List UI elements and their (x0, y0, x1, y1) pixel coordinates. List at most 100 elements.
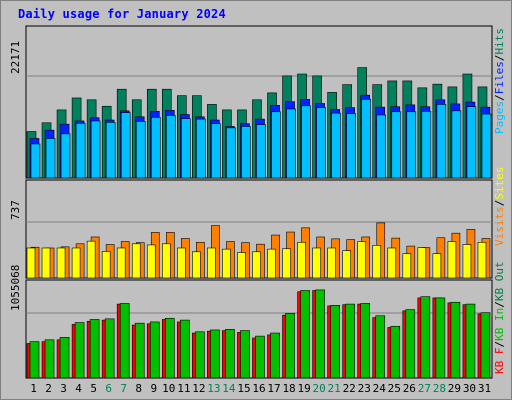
visits-bar-19 (297, 241, 306, 279)
pages-bar-7 (120, 112, 131, 179)
day-label-16: 16 (252, 382, 265, 395)
kb-in-bar-24 (375, 315, 386, 379)
legend-hits-files-pages-part-1: / (493, 94, 506, 101)
visits-bar-1 (26, 247, 36, 279)
pages-bar-27 (421, 110, 432, 179)
visits-bar-26 (402, 253, 412, 279)
visits-bar-13 (207, 247, 216, 279)
day-label-8: 8 (135, 382, 142, 395)
pages-bar-1 (30, 143, 41, 179)
legend-visits-sites-part-2: Sites (493, 167, 506, 200)
pages-bar-5 (90, 120, 101, 179)
day-label-31: 31 (478, 382, 491, 395)
day-label-28: 28 (433, 382, 446, 395)
day-label-3: 3 (60, 382, 67, 395)
day-label-10: 10 (162, 382, 175, 395)
kb-in-bar-30 (465, 303, 476, 379)
legend-kb-part-4: KB Out (493, 261, 506, 301)
pages-bar-22 (346, 113, 356, 179)
visits-bar-9 (146, 244, 156, 279)
visits-bar-27 (417, 247, 427, 279)
pages-bar-12 (196, 118, 206, 179)
kb-in-bar-2 (44, 339, 55, 379)
visits-bar-21 (327, 247, 336, 279)
visits-bar-29 (447, 241, 457, 279)
kb-in-bar-3 (59, 337, 70, 379)
pages-bar-29 (451, 110, 462, 179)
visits-bar-6 (101, 251, 111, 279)
visits-bar-25 (387, 247, 397, 279)
pages-bar-3 (60, 133, 71, 179)
kb-in-bar-27 (420, 296, 431, 379)
pages-bar-10 (165, 115, 176, 179)
day-label-5: 5 (90, 382, 97, 395)
kb-in-bar-15 (240, 330, 250, 379)
day-label-23: 23 (358, 382, 371, 395)
legend-visits-sites: Visits/Sites (493, 167, 506, 247)
chart-title: Daily usage for January 2024 (18, 7, 226, 21)
visits-bar-4 (71, 247, 81, 279)
pages-bar-16 (256, 124, 266, 179)
visits-bar-23 (357, 241, 367, 279)
day-label-26: 26 (403, 382, 416, 395)
legend-hits-files-pages: Pages/Files/Hits (493, 28, 506, 134)
visits-bar-11 (177, 247, 186, 279)
kb-in-bar-21 (330, 305, 340, 379)
day-label-2: 2 (45, 382, 52, 395)
pages-bar-21 (331, 112, 341, 179)
legend-hits-files-pages-part-2: Files (493, 61, 506, 94)
visits-bar-10 (161, 243, 171, 279)
pages-bar-30 (466, 106, 477, 179)
visits-bar-16 (252, 251, 261, 279)
day-label-25: 25 (388, 382, 401, 395)
pages-bar-4 (75, 122, 86, 179)
day-label-29: 29 (448, 382, 461, 395)
pages-bar-18 (286, 108, 296, 179)
pages-bar-15 (241, 126, 251, 179)
day-label-24: 24 (373, 382, 387, 395)
kb-in-bar-20 (315, 289, 325, 379)
ytick-hits: 22171 (9, 41, 22, 74)
kb-in-bar-4 (74, 322, 85, 379)
pages-bar-19 (301, 105, 311, 179)
visits-bar-31 (477, 241, 487, 279)
visits-bar-8 (131, 243, 141, 279)
kb-in-bar-23 (360, 303, 371, 379)
day-label-1: 1 (30, 382, 37, 395)
kb-in-bar-19 (300, 290, 310, 379)
day-label-14: 14 (222, 382, 236, 395)
pages-bar-14 (226, 127, 236, 179)
day-label-7: 7 (120, 382, 127, 395)
visits-bar-15 (237, 252, 246, 279)
kb-in-bar-25 (390, 325, 401, 379)
day-label-30: 30 (463, 382, 476, 395)
kb-in-bar-12 (195, 331, 205, 379)
legend-visits-sites-part-0: Visits (493, 206, 506, 246)
pages-bar-31 (481, 113, 492, 179)
pages-bar-17 (271, 111, 281, 179)
kb-in-bar-29 (450, 301, 461, 379)
day-label-12: 12 (192, 382, 205, 395)
kb-in-bar-16 (255, 335, 265, 379)
kb-in-bar-14 (225, 329, 235, 379)
visits-bar-7 (116, 247, 126, 279)
ytick-kb: 1055068 (9, 265, 22, 311)
day-label-21: 21 (328, 382, 341, 395)
day-label-18: 18 (282, 382, 295, 395)
day-label-9: 9 (150, 382, 157, 395)
kb-in-bar-7 (119, 303, 130, 379)
kb-in-bar-18 (285, 313, 295, 379)
pages-bar-23 (361, 99, 372, 179)
day-label-13: 13 (207, 382, 220, 395)
day-label-4: 4 (75, 382, 82, 395)
legend-kb-part-3: / (493, 301, 506, 308)
kb-in-bar-1 (29, 341, 40, 379)
ytick-visits: 737 (9, 200, 22, 220)
kb-in-bar-6 (104, 318, 115, 379)
labels: 221717371055068Pages/Files/HitsVisits/Si… (9, 28, 506, 395)
day-label-6: 6 (105, 382, 112, 395)
legend-kb-part-0: KB F (493, 348, 506, 375)
legend-hits-files-pages-part-3: / (493, 55, 506, 62)
pages-bar-9 (150, 116, 161, 179)
